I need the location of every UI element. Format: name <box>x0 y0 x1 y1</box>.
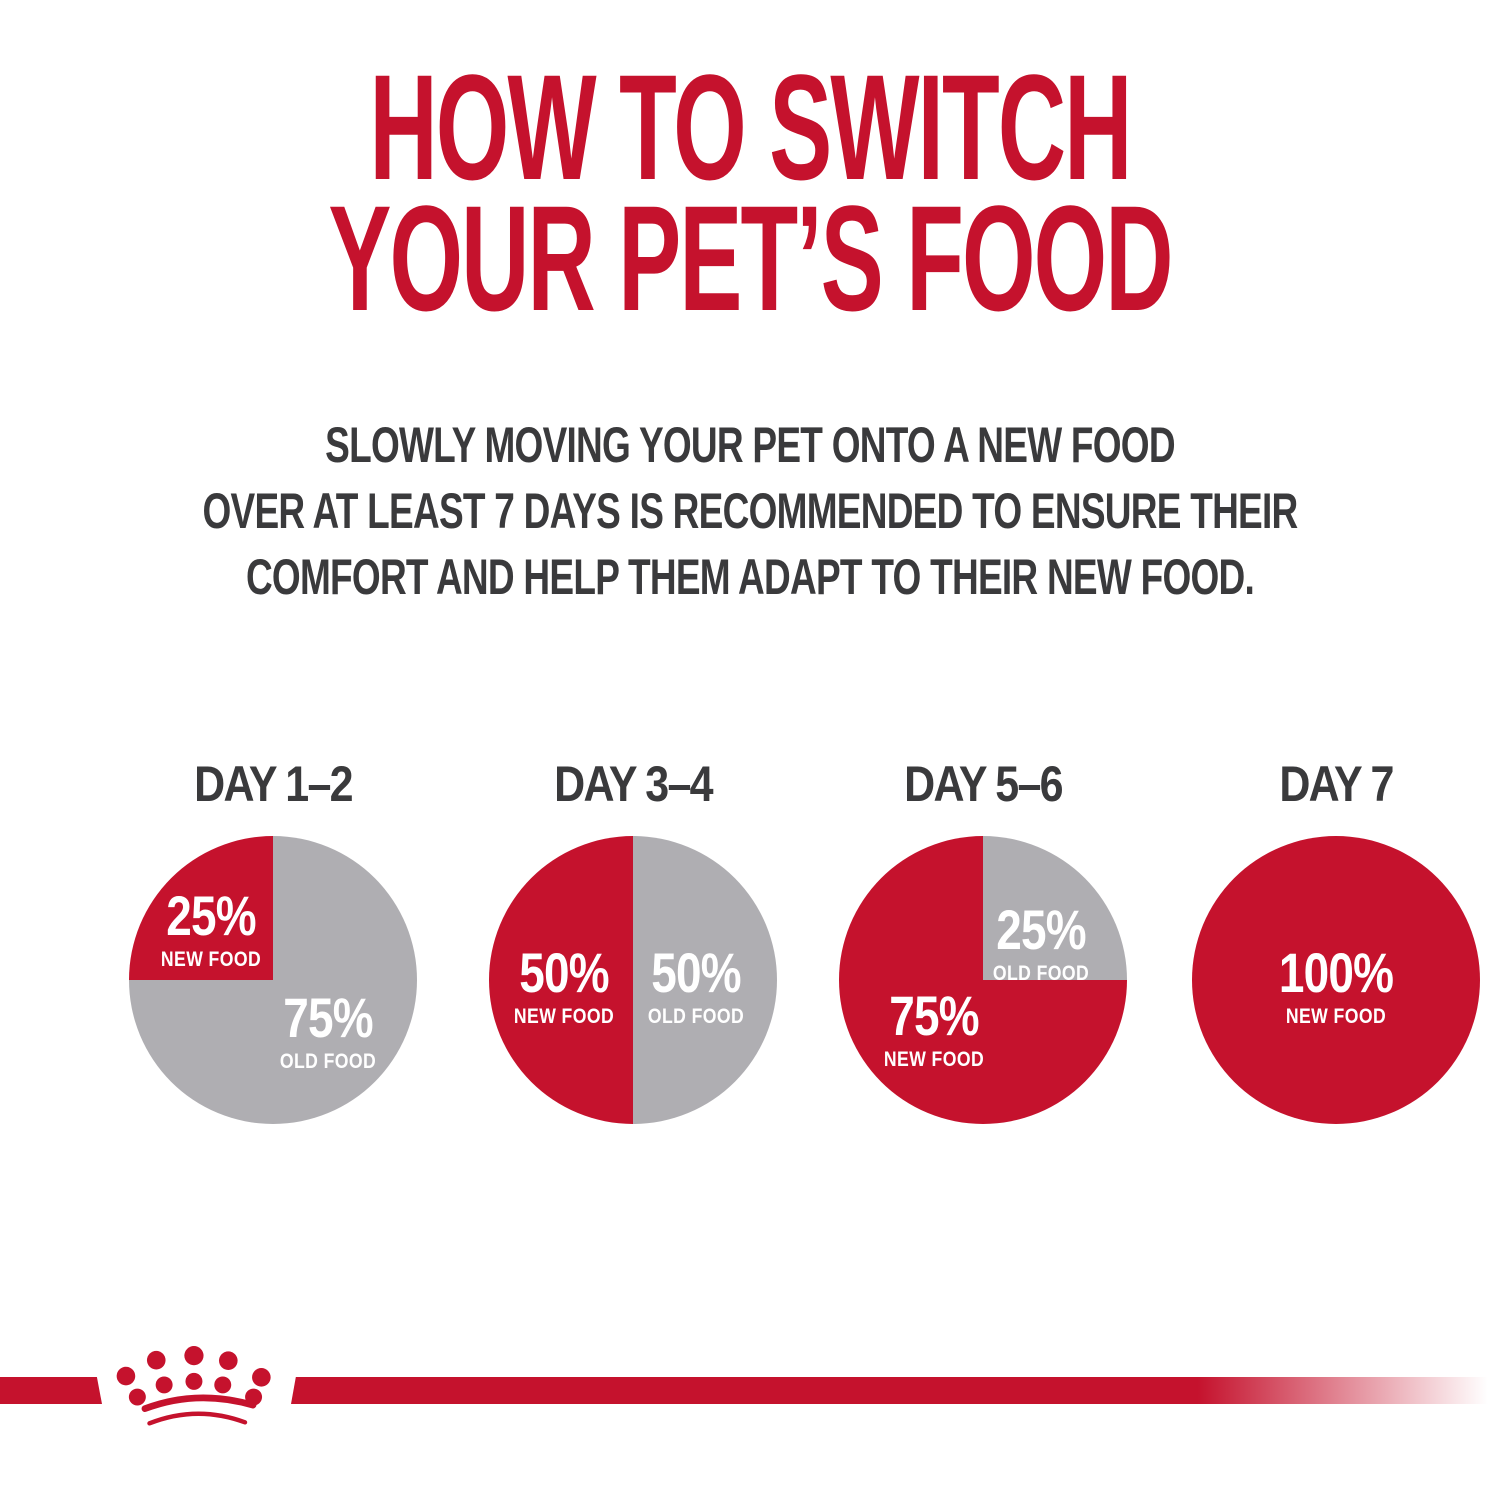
old-food-label: OLD FOOD <box>647 1003 745 1028</box>
pie-label-new-food: 25% NEW FOOD <box>160 883 262 971</box>
pie-label-new-food: 75% NEW FOOD <box>883 983 985 1071</box>
subtitle-line-3: COMFORT AND HELP THEM ADAPT TO THEIR NEW… <box>245 549 1255 605</box>
day-column-1-2: DAY 1–2 25% NEW FOOD 75% OLD FOOD <box>113 758 433 1124</box>
old-food-percentage: 25% <box>996 897 1086 961</box>
subtitle-line-2: OVER AT LEAST 7 DAYS IS RECOMMENDED TO E… <box>202 483 1298 539</box>
new-food-label: NEW FOOD <box>1285 1003 1387 1028</box>
new-food-percentage: 100% <box>1278 940 1394 1004</box>
pie-chart-row: DAY 1–2 25% NEW FOOD 75% OLD FOOD DAY 3–… <box>0 758 1500 1178</box>
divider-bar-left <box>0 1377 102 1404</box>
new-food-label: NEW FOOD <box>883 1046 985 1071</box>
day-title-7: DAY 7 <box>1279 756 1394 812</box>
pie-label-old-food: 50% OLD FOOD <box>647 940 745 1028</box>
pie-chart-day-3-4: 50% NEW FOOD 50% OLD FOOD <box>489 836 777 1124</box>
pie-label-old-food: 75% OLD FOOD <box>279 985 377 1073</box>
old-food-percentage: 75% <box>283 985 373 1049</box>
page-title-line-1: HOW TO SWITCH <box>369 43 1132 211</box>
pie-chart-day-1-2: 25% NEW FOOD 75% OLD FOOD <box>129 836 417 1124</box>
subtitle: SLOWLY MOVING YOUR PET ONTO A NEW FOOD O… <box>195 412 1305 610</box>
day-title-5-6: DAY 5–6 <box>904 756 1063 812</box>
divider-bar-right <box>291 1377 1500 1404</box>
day-title-3-4: DAY 3–4 <box>554 756 713 812</box>
old-food-percentage: 50% <box>651 940 741 1004</box>
new-food-label: NEW FOOD <box>513 1003 615 1028</box>
pie-chart-day-7: 100% NEW FOOD <box>1192 836 1480 1124</box>
day-column-3-4: DAY 3–4 50% NEW FOOD 50% OLD FOOD <box>473 758 793 1124</box>
subtitle-line-1: SLOWLY MOVING YOUR PET ONTO A NEW FOOD <box>325 417 1175 473</box>
new-food-percentage: 25% <box>166 883 256 947</box>
new-food-percentage: 75% <box>889 983 979 1047</box>
new-food-label: NEW FOOD <box>160 946 262 971</box>
pie-label-new-food: 100% NEW FOOD <box>1278 940 1394 1028</box>
page-title-line-2: YOUR PET’S FOOD <box>328 174 1173 342</box>
pie-chart-day-5-6: 25% OLD FOOD 75% NEW FOOD <box>839 836 1127 1124</box>
day-column-7: DAY 7 100% NEW FOOD <box>1176 758 1496 1124</box>
pie-label-old-food: 25% OLD FOOD <box>992 897 1090 985</box>
old-food-label: OLD FOOD <box>992 960 1090 985</box>
day-column-5-6: DAY 5–6 25% OLD FOOD 75% NEW FOOD <box>823 758 1143 1124</box>
pie-label-new-food: 50% NEW FOOD <box>513 940 615 1028</box>
royal-canin-crown-icon <box>116 1346 271 1426</box>
day-title-1-2: DAY 1–2 <box>194 756 353 812</box>
page-title: HOW TO SWITCH YOUR PET’S FOOD <box>278 43 1223 342</box>
new-food-percentage: 50% <box>519 940 609 1004</box>
old-food-label: OLD FOOD <box>279 1048 377 1073</box>
